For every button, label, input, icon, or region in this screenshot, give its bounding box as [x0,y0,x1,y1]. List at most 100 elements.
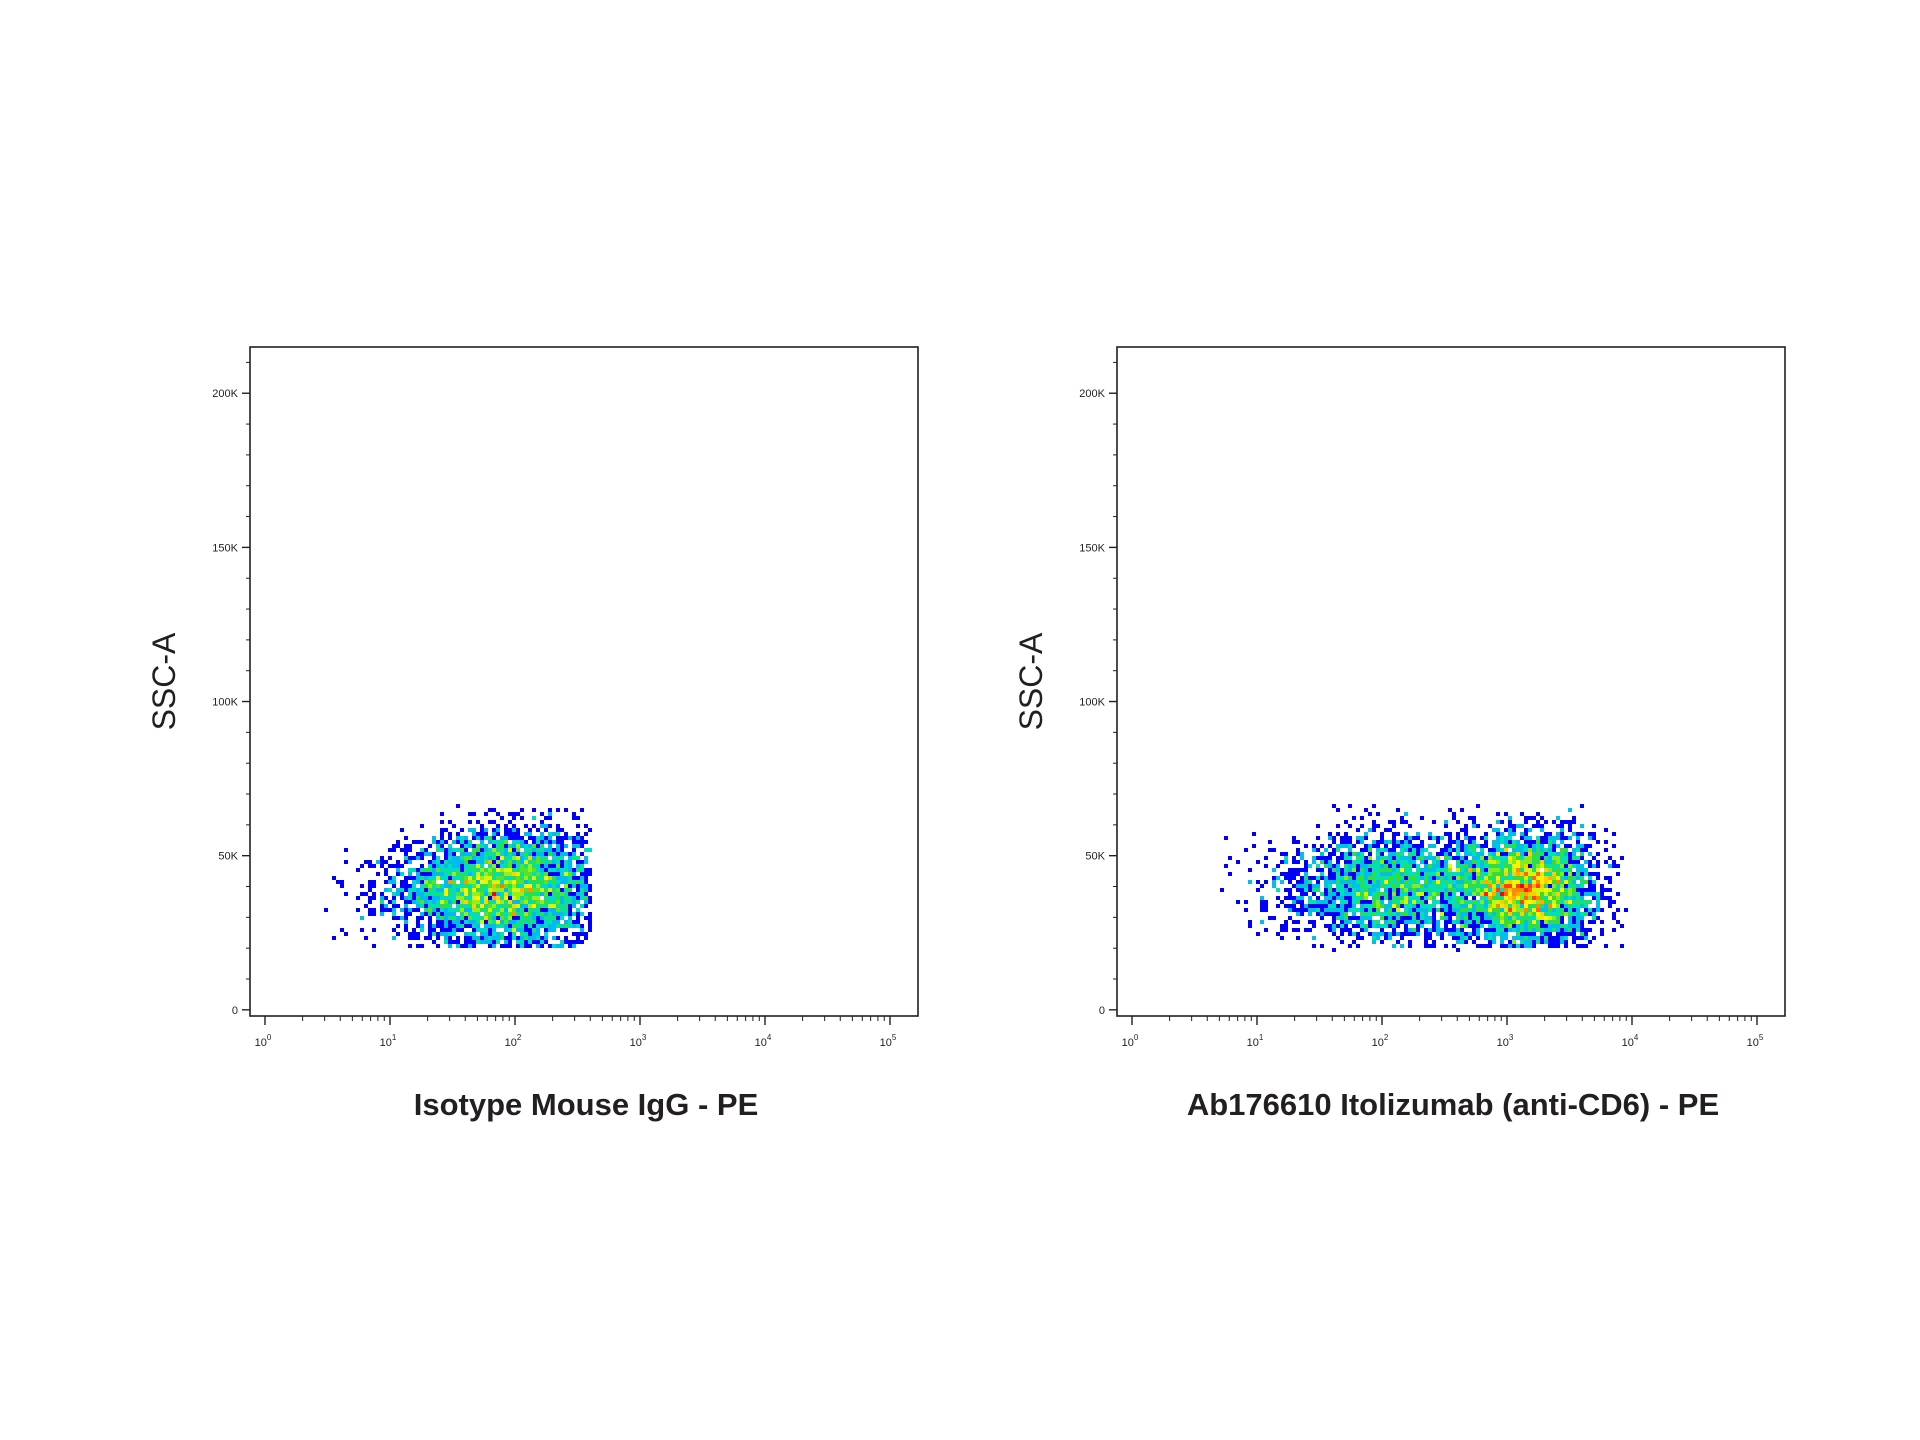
event-dot [1536,924,1540,928]
event-dot [484,880,488,884]
event-dot [472,928,476,932]
event-dot [1336,888,1340,892]
event-dot [1288,888,1292,892]
event-dot [1384,844,1388,848]
event-dot [1408,932,1412,936]
event-dot [436,888,440,892]
event-dot [1472,876,1476,880]
event-dot [1552,920,1556,924]
event-dot [1476,844,1480,848]
event-dot [508,852,512,856]
event-dot [520,876,524,880]
event-dot [1328,884,1332,888]
event-dot [1504,900,1508,904]
event-dot [568,912,572,916]
event-dot [480,908,484,912]
event-dot [1500,940,1504,944]
event-dot [492,892,496,896]
event-dot [576,896,580,900]
event-dot [520,908,524,912]
event-dot [552,892,556,896]
event-dot [1392,908,1396,912]
event-dot [560,924,564,928]
event-dot [1540,924,1544,928]
event-dot [1492,856,1496,860]
event-dot [420,916,424,920]
event-dot [484,936,488,940]
event-dot [1392,876,1396,880]
event-dot [1436,908,1440,912]
event-dot [448,864,452,868]
event-dot [576,888,580,892]
event-dot [472,908,476,912]
event-dot [564,832,568,836]
event-dot [1448,832,1452,836]
event-dot [1368,908,1372,912]
event-dot [1560,840,1564,844]
event-dot [1400,816,1404,820]
event-dot [496,856,500,860]
event-dot [580,844,584,848]
event-dot [512,824,516,828]
event-dot [1532,932,1536,936]
event-dot [1552,836,1556,840]
event-dot [432,896,436,900]
event-dot [1572,880,1576,884]
event-dot [1572,832,1576,836]
event-dot [1308,900,1312,904]
event-dot [476,940,480,944]
event-dot [436,856,440,860]
event-dot [1536,856,1540,860]
event-dot [484,908,488,912]
event-dot [1456,872,1460,876]
event-dot [1568,924,1572,928]
event-dot [1348,928,1352,932]
event-dot [1316,912,1320,916]
event-dot [1464,872,1468,876]
event-dot [1340,924,1344,928]
event-dot [440,904,444,908]
event-dot [408,912,412,916]
event-dot [472,856,476,860]
event-dot [1472,884,1476,888]
event-dot [1456,932,1460,936]
event-dot [540,880,544,884]
event-dot [360,892,364,896]
event-dot [520,852,524,856]
event-dot [1420,892,1424,896]
event-dot [492,940,496,944]
event-dot [1456,904,1460,908]
event-dot [424,852,428,856]
event-dot [460,836,464,840]
event-dot [512,832,516,836]
event-dot [1452,812,1456,816]
event-dot [1296,880,1300,884]
event-dot [500,896,504,900]
event-dot [1388,884,1392,888]
event-dot [560,940,564,944]
event-dot [1516,860,1520,864]
event-dot [476,832,480,836]
event-dot [1312,860,1316,864]
event-dot [556,876,560,880]
event-dot [1340,852,1344,856]
event-dot [384,872,388,876]
event-dot [1368,812,1372,816]
event-dot [1400,896,1404,900]
event-dot [1352,884,1356,888]
event-dot [1452,904,1456,908]
event-dot [1432,888,1436,892]
event-dot [1340,840,1344,844]
event-dot [484,940,488,944]
event-dot [460,848,464,852]
event-dot [1592,856,1596,860]
event-dot [516,828,520,832]
event-dot [1400,888,1404,892]
event-dot [1436,876,1440,880]
event-dot [464,836,468,840]
event-dot [500,908,504,912]
event-dot [1292,876,1296,880]
event-dot [1468,916,1472,920]
event-dot [1344,900,1348,904]
